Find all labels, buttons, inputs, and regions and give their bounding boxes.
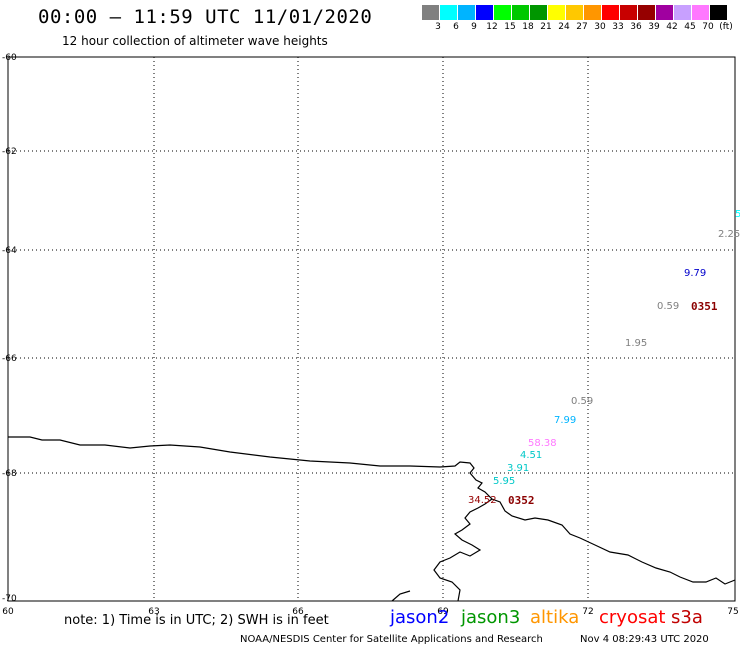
longitude-label: 75 [727,607,738,617]
credit-line: NOAA/NESDIS Center for Satellite Applica… [240,634,543,645]
wave-height-label: 2.25 [718,229,740,240]
latitude-labels: -60 -62 -64 -66 -68 -70 [2,53,17,604]
legend-item-jason3: jason3 [461,607,521,628]
scale-swatch [674,5,691,20]
latitude-label: -62 [2,147,17,157]
scale-label: 15 [504,22,516,32]
scale-label: 27 [576,22,588,32]
longitude-label: 72 [582,607,593,617]
orbit-number-label: 0352 [508,494,535,507]
latitude-label: -60 [2,53,17,63]
scale-swatch [440,5,457,20]
scale-label: 18 [522,22,534,32]
scale-swatch [566,5,583,20]
scale-swatch [602,5,619,20]
latitude-label: -70 [2,594,17,604]
orbit-number-labels: 0351 0352 [508,300,718,507]
wave-height-labels: 5 2.25 9.79 0.59 1.95 0.59 7.99 58.384.51 3.91 5.… [468,209,740,506]
longitude-label: 63 [148,607,159,617]
wave-height-label: 4.51 [520,450,542,461]
latitude-label: -68 [2,469,17,479]
wave-height-label: 9.79 [684,268,706,279]
antarctic-coastline [8,436,736,585]
scale-swatch [512,5,529,20]
wave-height-label: 7.99 [554,415,576,426]
wave-height-label: 34.52 [468,495,497,506]
scale-label: 70 [702,22,714,32]
map-frame [7,56,736,602]
map-subtitle: 12 hour collection of altimeter wave hei… [62,34,328,48]
wave-height-label: 5.95 [493,476,515,487]
map-title: 00:00 – 11:59 UTC 11/01/2020 [38,6,373,28]
graticule [8,57,735,601]
scale-swatch [620,5,637,20]
scale-swatch [692,5,709,20]
scale-label: 30 [594,22,606,32]
scale-label: 9 [471,22,477,32]
scale-label: 21 [540,22,552,32]
longitude-label: 66 [292,607,304,617]
scale-label: 33 [612,22,624,32]
coastline-inlet [433,498,493,602]
legend-item-altika: altika [530,607,580,628]
scale-label: 6 [453,22,459,32]
latitude-label: -64 [2,246,17,256]
scale-label: 36 [630,22,642,32]
longitude-label: 60 [2,607,14,617]
latitude-label: -66 [2,354,17,364]
scale-label: 24 [558,22,570,32]
scale-swatch [656,5,673,20]
legend-item-cryosat: cryosat [599,607,666,628]
scale-swatch [494,5,511,20]
wave-height-label: 5 [735,209,740,220]
scale-label: (ft) [719,22,733,32]
wave-height-label: 0.59 [657,301,679,312]
scale-swatch [422,5,439,20]
longitude-labels: 60 63 66 69 72 75 [2,607,738,617]
scale-swatch [476,5,493,20]
footer-note: note: 1) Time is in UTC; 2) SWH is in fe… [64,613,329,628]
wave-height-label: 58.38 [528,438,557,449]
legend-item-s3a: s3a [671,607,703,628]
longitude-label: 69 [437,607,449,617]
scale-swatch [530,5,547,20]
scale-label: 42 [666,22,678,32]
wave-height-label: 3.91 [507,463,529,474]
scale-swatch [548,5,565,20]
legend-item-jason2: jason2 [390,607,450,628]
coastline-bottom-fragment [391,590,411,602]
orbit-number-label: 0351 [691,300,718,313]
scale-swatch [710,5,727,20]
generated-timestamp: Nov 4 08:29:43 UTC 2020 [580,634,709,645]
wave-height-color-scale: 3 6 9 12 15 18 21 24 27 30 33 36 39 42 45 70 (ft) [422,5,733,35]
scale-swatch [584,5,601,20]
scale-label: 3 [435,22,441,32]
scale-label: 39 [648,22,660,32]
scale-label: 45 [684,22,696,32]
wave-height-label: 0.59 [571,396,593,407]
scale-swatch [638,5,655,20]
wave-height-label: 1.95 [625,338,647,349]
scale-swatch [458,5,475,20]
scale-label: 12 [486,22,498,32]
